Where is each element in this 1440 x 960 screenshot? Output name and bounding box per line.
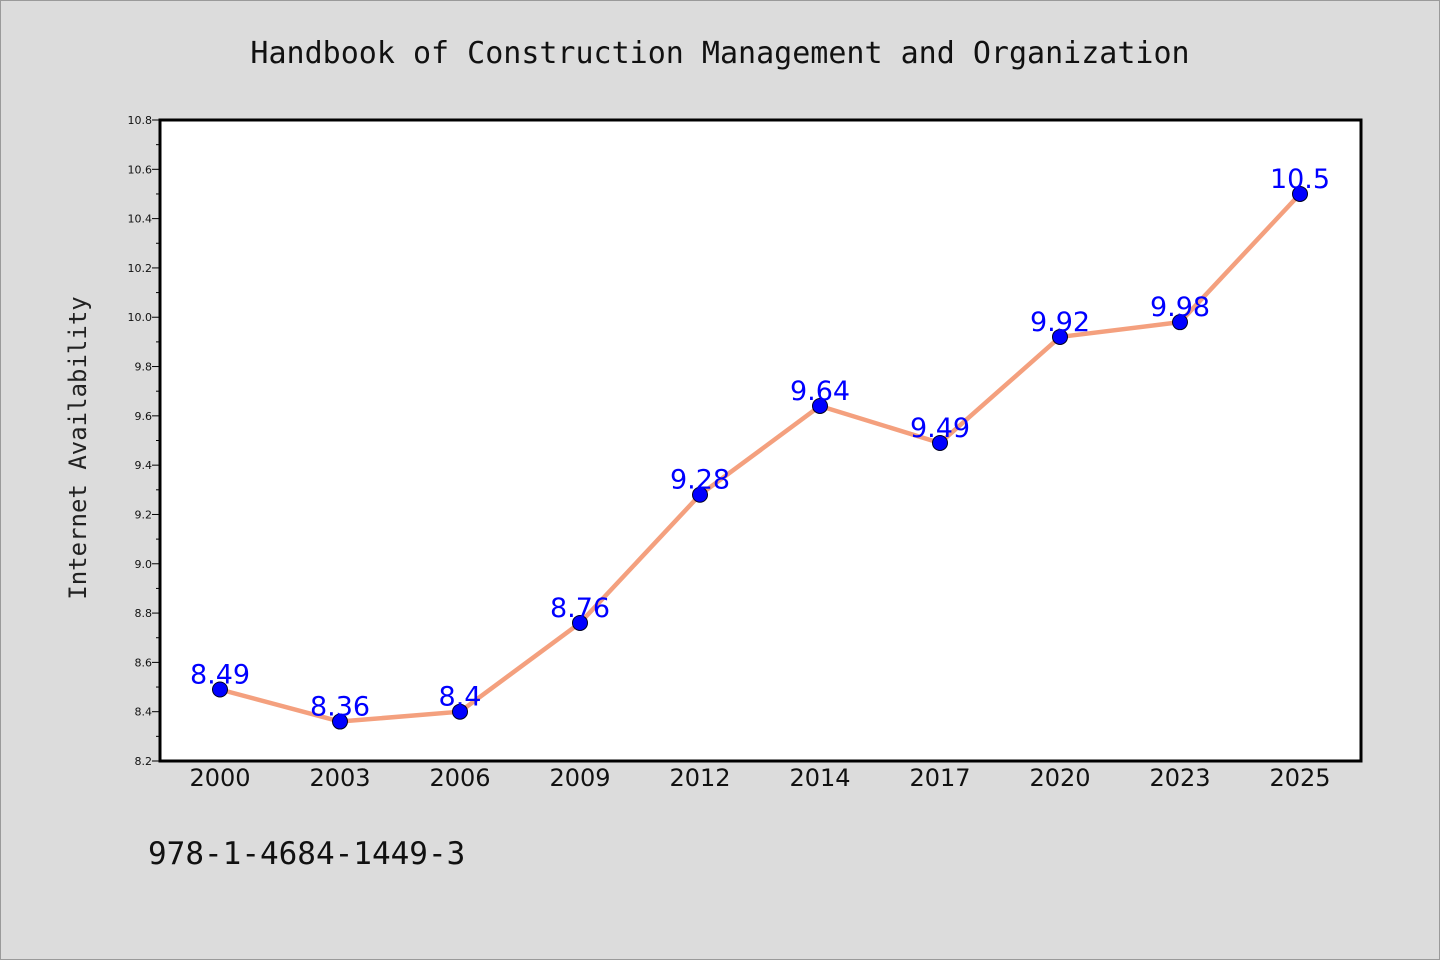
data-point [452,703,468,720]
y-tick-label: 9.8 [135,361,153,374]
x-tick-label: 2023 [1149,764,1210,792]
y-minor-ticks [156,144,160,737]
x-tick-label: 2012 [669,764,730,792]
x-tick-label: 2017 [909,764,970,792]
x-axis-ticks: 2000 2003 2006 2009 2012 2014 2017 2020 2023 2025 [189,764,1330,792]
data-label: 9.98 [1150,292,1210,323]
y-tick-label: 8.2 [135,755,153,768]
data-label: 9.92 [1030,307,1090,338]
y-tick-label: 10.0 [128,311,153,324]
chart-title: Handbook of Construction Management and … [250,36,1189,71]
series-line [219,192,1302,724]
data-point [692,486,708,503]
y-tick-label: 10.6 [128,163,153,176]
y-tick-label: 10.2 [128,262,153,275]
y-tick-label: 8.6 [135,656,153,669]
y-tick-label: 9.4 [135,459,153,472]
x-tick-label: 2003 [309,764,370,792]
y-axis-ticks: 8.2 8.4 8.6 8.8 9.0 9.2 9.4 9.6 9.8 10.0 10.2 10.4 1… [128,114,160,768]
data-label: 9.64 [790,376,850,407]
data-point [932,434,948,451]
y-axis-label: Internet Availability [64,296,92,599]
x-tick-label: 2000 [189,764,250,792]
data-point [1292,185,1308,202]
data-point [572,614,588,631]
x-tick-label: 2025 [1269,764,1330,792]
isbn-text: 978-1-4684-1449-3 [148,836,465,872]
data-label: 9.28 [670,465,730,496]
y-tick-label: 8.4 [135,706,153,719]
y-tick-label: 9.6 [135,410,153,423]
data-label: 9.49 [910,413,970,444]
data-label: 8.76 [550,593,610,624]
data-point [1052,328,1068,345]
series-markers [212,185,1308,730]
y-tick-label: 10.8 [128,114,153,127]
data-label: 8.49 [190,660,250,691]
x-tick-label: 2014 [789,764,850,792]
data-label: 8.36 [310,692,370,723]
plot-area [158,118,1363,763]
x-tick-label: 2009 [549,764,610,792]
y-tick-label: 9.2 [135,508,153,521]
data-point [332,713,348,730]
data-point [812,397,828,414]
data-point [212,681,228,698]
y-tick-label: 8.8 [135,607,153,620]
data-point [1172,314,1188,331]
data-label: 8.4 [439,682,482,713]
x-tick-label: 2020 [1029,764,1090,792]
data-labels: 8.49 8.36 8.4 8.76 9.28 9.64 9.49 9.92 9.98 10.5 [190,164,1330,723]
y-tick-label: 10.4 [128,213,153,226]
data-label: 10.5 [1270,164,1330,195]
x-tick-label: 2006 [429,764,490,792]
y-tick-label: 9.0 [135,558,153,571]
